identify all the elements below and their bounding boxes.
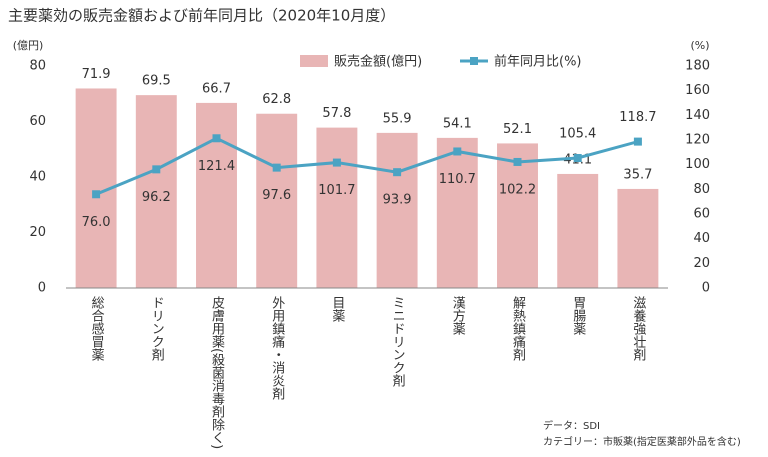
y2-tick-label: 100 — [685, 157, 710, 172]
chart-title: 主要薬効の販売金額および前年同月比（2020年10月度） — [8, 7, 395, 25]
line-marker — [332, 158, 341, 167]
line-value-label: 93.9 — [383, 193, 412, 208]
bar — [135, 95, 177, 288]
y2-tick-label: 140 — [685, 108, 710, 123]
bar-value-label: 55.9 — [383, 111, 412, 126]
category-note: カテゴリー：市販薬(指定医薬部外品を含む) — [543, 435, 741, 448]
bar-value-label: 71.9 — [82, 67, 111, 82]
y2-tick-label: 120 — [685, 133, 710, 148]
bar — [376, 132, 418, 288]
y-tick-label: 20 — [29, 225, 46, 240]
x-tick-label: 総合感冒薬 — [89, 296, 105, 361]
line-value-label: 118.7 — [619, 110, 656, 125]
y-axis-label: (億円) — [13, 39, 44, 52]
x-tick-label: 目薬 — [329, 296, 345, 322]
line-value-label: 101.7 — [318, 183, 355, 198]
bar — [557, 173, 599, 288]
line-value-label: 102.2 — [499, 182, 536, 197]
bar — [196, 102, 237, 288]
y-tick-label: 80 — [29, 59, 46, 74]
y2-tick-label: 180 — [685, 59, 710, 74]
x-tick-label: ドリンク剤 — [149, 296, 165, 362]
legend-label: 前年同月比(%) — [494, 54, 582, 70]
y2-tick-label: 160 — [685, 83, 710, 98]
line-marker — [272, 163, 281, 172]
line — [95, 136, 639, 196]
line-value-label: 105.4 — [559, 127, 596, 142]
line-marker — [393, 168, 402, 177]
bar-value-label: 66.7 — [202, 81, 231, 96]
bar-value-label: 62.8 — [262, 92, 291, 107]
y-tick-label: 40 — [29, 170, 46, 185]
bar — [497, 143, 538, 288]
y2-tick-label: 0 — [702, 281, 710, 296]
line-value-label: 97.6 — [262, 188, 291, 203]
line-marker — [573, 154, 582, 163]
bar-value-label: 52.1 — [503, 122, 532, 137]
x-tick-label: 解熱鎮痛剤 — [510, 296, 526, 362]
x-tick-label: 漢方薬 — [450, 296, 466, 335]
line-marker — [633, 137, 642, 146]
y-tick-label: 0 — [38, 281, 46, 296]
bar-value-label: 35.7 — [623, 167, 652, 182]
x-tick-label: 皮膚用薬(殺菌消毒剤除く) — [209, 296, 225, 449]
x-tick-label: 滋養強壮剤 — [630, 296, 646, 362]
y-tick-label: 60 — [29, 114, 46, 129]
line-value-label: 96.2 — [142, 190, 171, 205]
y2-tick-label: 80 — [693, 182, 710, 197]
line-marker — [92, 190, 101, 199]
y2-tick-label: 60 — [693, 207, 710, 222]
bar — [256, 113, 298, 288]
line-value-label: 76.0 — [82, 215, 111, 230]
x-tick-label: 外用鎮痛・消炎剤 — [269, 296, 285, 401]
legend-label: 販売金額(億円) — [334, 54, 422, 70]
line-marker — [513, 157, 522, 166]
bar-value-label: 54.1 — [443, 116, 472, 131]
bar — [436, 137, 478, 288]
legend-swatch — [470, 57, 478, 65]
bar — [316, 127, 358, 288]
x-tick-label: ミニドリンク剤 — [390, 296, 406, 388]
legend-swatch — [300, 55, 328, 67]
bar-value-label: 57.8 — [322, 106, 351, 121]
bar — [617, 188, 659, 288]
line-marker — [212, 134, 221, 143]
bar-value-label: 69.5 — [142, 74, 171, 89]
line-value-label: 121.4 — [198, 159, 235, 174]
y2-axis-label: (%) — [690, 39, 709, 52]
source-note: データ：SDI — [543, 419, 600, 432]
line-marker — [152, 165, 161, 174]
x-tick-label: 胃腸薬 — [570, 296, 586, 335]
line-value-label: 110.7 — [439, 172, 476, 187]
y2-tick-label: 20 — [693, 256, 710, 271]
y2-tick-label: 40 — [693, 231, 710, 246]
line-marker — [453, 147, 462, 156]
